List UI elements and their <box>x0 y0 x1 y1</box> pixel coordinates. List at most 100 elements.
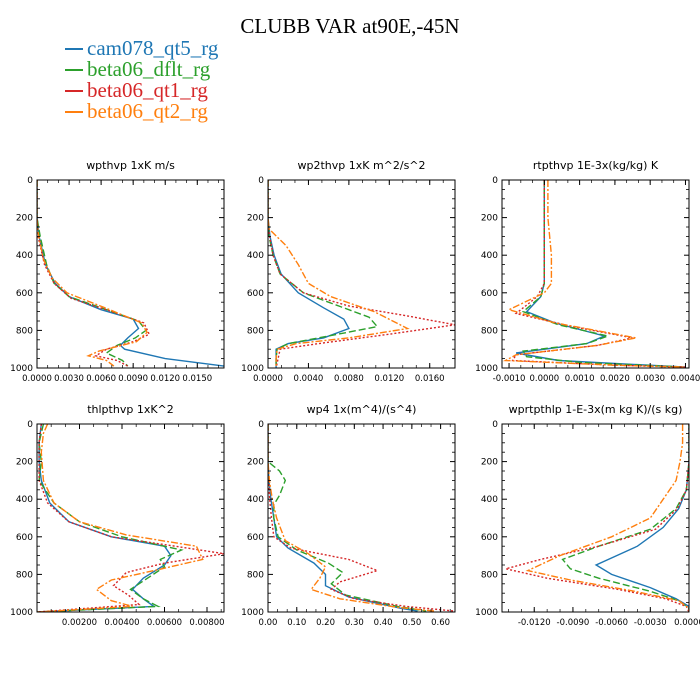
x-tick-label: -0.0030 <box>634 618 667 628</box>
x-tick-label: 0.0000 <box>22 374 52 384</box>
x-tick-label: 0.0150 <box>182 374 212 384</box>
y-tick-label: 600 <box>481 289 498 299</box>
series-line <box>37 424 184 612</box>
legend-item: beta06_dflt_rg <box>65 59 218 80</box>
y-tick-label: 200 <box>481 458 498 468</box>
series-line <box>268 424 427 612</box>
y-tick-label: 800 <box>247 570 264 580</box>
x-tick-label: 0.0000 <box>529 374 559 384</box>
x-tick-label: 0.0020 <box>600 374 630 384</box>
y-tick-label: 800 <box>481 570 498 580</box>
legend-swatch <box>65 110 83 113</box>
plot-frame <box>267 179 456 369</box>
x-tick-label: 0.0160 <box>415 374 445 384</box>
series-line <box>268 424 435 612</box>
plot-frame <box>267 423 456 613</box>
y-tick-label: 200 <box>16 214 33 224</box>
legend-swatch <box>65 47 83 50</box>
y-tick-label: 1000 <box>241 364 264 374</box>
series-line <box>37 424 172 612</box>
y-tick-label: 200 <box>247 458 264 468</box>
x-tick-label: -0.0060 <box>595 618 628 628</box>
chart-panel: wp2thvp 1xK m^2/s^2020040060080010000.00… <box>241 159 456 384</box>
series-line <box>594 424 689 612</box>
x-tick-label: 0.0120 <box>374 374 404 384</box>
x-tick-label: 0.0120 <box>150 374 180 384</box>
x-tick-label: 0.50 <box>402 618 421 628</box>
y-tick-label: 0 <box>492 176 498 186</box>
x-tick-label: 0.00400 <box>104 618 139 628</box>
y-tick-label: 1000 <box>475 364 498 374</box>
series-line <box>268 180 379 368</box>
y-tick-label: 1000 <box>475 608 498 618</box>
x-tick-label: 0.0090 <box>118 374 148 384</box>
chart-panel: wprtpthlp 1-E-3x(m kg K)/(s kg) 0 200 400 60… <box>475 403 700 628</box>
y-tick-label: 400 <box>16 495 33 505</box>
panel-title: wprtpthlp 1-E-3x(m kg K)/(s kg) <box>509 403 683 416</box>
x-tick-label: 0.0030 <box>635 374 665 384</box>
legend-item: beta06_qt1_rg <box>65 80 218 101</box>
y-tick-label: 600 <box>481 533 498 543</box>
y-tick-label: 600 <box>247 289 264 299</box>
y-tick-label: 800 <box>16 570 33 580</box>
series-line <box>268 180 455 368</box>
y-tick-label: 0 <box>27 420 33 430</box>
x-tick-label: 0.00200 <box>62 618 97 628</box>
y-tick-label: 800 <box>247 326 264 336</box>
y-tick-label: 400 <box>481 251 498 261</box>
y-tick-label: 1000 <box>241 608 264 618</box>
legend-label: beta06_qt2_rg <box>87 99 208 123</box>
x-tick-label: 0.0060 <box>86 374 116 384</box>
y-tick-label: 0 <box>258 420 264 430</box>
x-tick-label: 0.40 <box>374 618 393 628</box>
x-tick-label: 0.0010 <box>565 374 595 384</box>
y-tick-label: 800 <box>481 326 498 336</box>
series-line <box>37 180 148 367</box>
y-tick-label: 200 <box>16 458 33 468</box>
x-tick-label: 0.10 <box>287 618 306 628</box>
x-tick-label: 0.0040 <box>671 374 700 384</box>
series-line <box>37 424 224 612</box>
y-tick-label: 200 <box>247 214 264 224</box>
legend-label: beta06_qt1_rg <box>87 78 208 102</box>
chart-panel: thlpthvp 1xK^2 0 200 400 600 800 1000 0.00200 0.… <box>10 403 224 628</box>
series-line <box>268 424 455 612</box>
legend-item: beta06_qt2_rg <box>65 101 218 122</box>
panel-title: thlpthvp 1xK^2 <box>87 403 174 416</box>
series-line <box>37 180 151 367</box>
x-tick-label: -0.0010 <box>493 374 526 384</box>
y-tick-label: 600 <box>16 289 33 299</box>
x-tick-label: 0.00800 <box>189 618 224 628</box>
legend-label: cam078_qt5_rg <box>87 36 219 60</box>
y-tick-label: 600 <box>16 533 33 543</box>
y-tick-label: 0 <box>258 176 264 186</box>
legend-swatch <box>65 89 83 92</box>
series-line <box>37 180 148 367</box>
y-tick-label: 1000 <box>10 608 33 618</box>
series-line <box>505 424 689 612</box>
y-tick-label: 400 <box>247 495 264 505</box>
legend-swatch <box>65 68 83 71</box>
series-line <box>268 180 410 368</box>
figure-title: CLUBB VAR at90E,-45N <box>240 14 460 38</box>
panel-title: wpthvp 1xK m/s <box>86 159 175 172</box>
y-tick-label: 800 <box>16 326 33 336</box>
panel-title: wp2thvp 1xK m^2/s^2 <box>297 159 425 172</box>
series-line <box>37 180 224 367</box>
panel-title: wp4 1x(m^4)/(s^4) <box>307 403 417 416</box>
y-tick-label: 400 <box>16 251 33 261</box>
x-tick-label: 0.30 <box>345 618 364 628</box>
series-line <box>268 424 418 612</box>
x-tick-label: 0.60 <box>431 618 450 628</box>
y-tick-label: 0 <box>27 176 33 186</box>
plot-frame <box>36 179 225 369</box>
series-line <box>511 180 686 368</box>
series-line <box>521 180 686 368</box>
legend-item: cam078_qt5_rg <box>65 38 218 59</box>
series-line <box>37 424 204 612</box>
y-tick-label: 1000 <box>10 364 33 374</box>
legend-label: beta06_dflt_rg <box>87 57 211 81</box>
